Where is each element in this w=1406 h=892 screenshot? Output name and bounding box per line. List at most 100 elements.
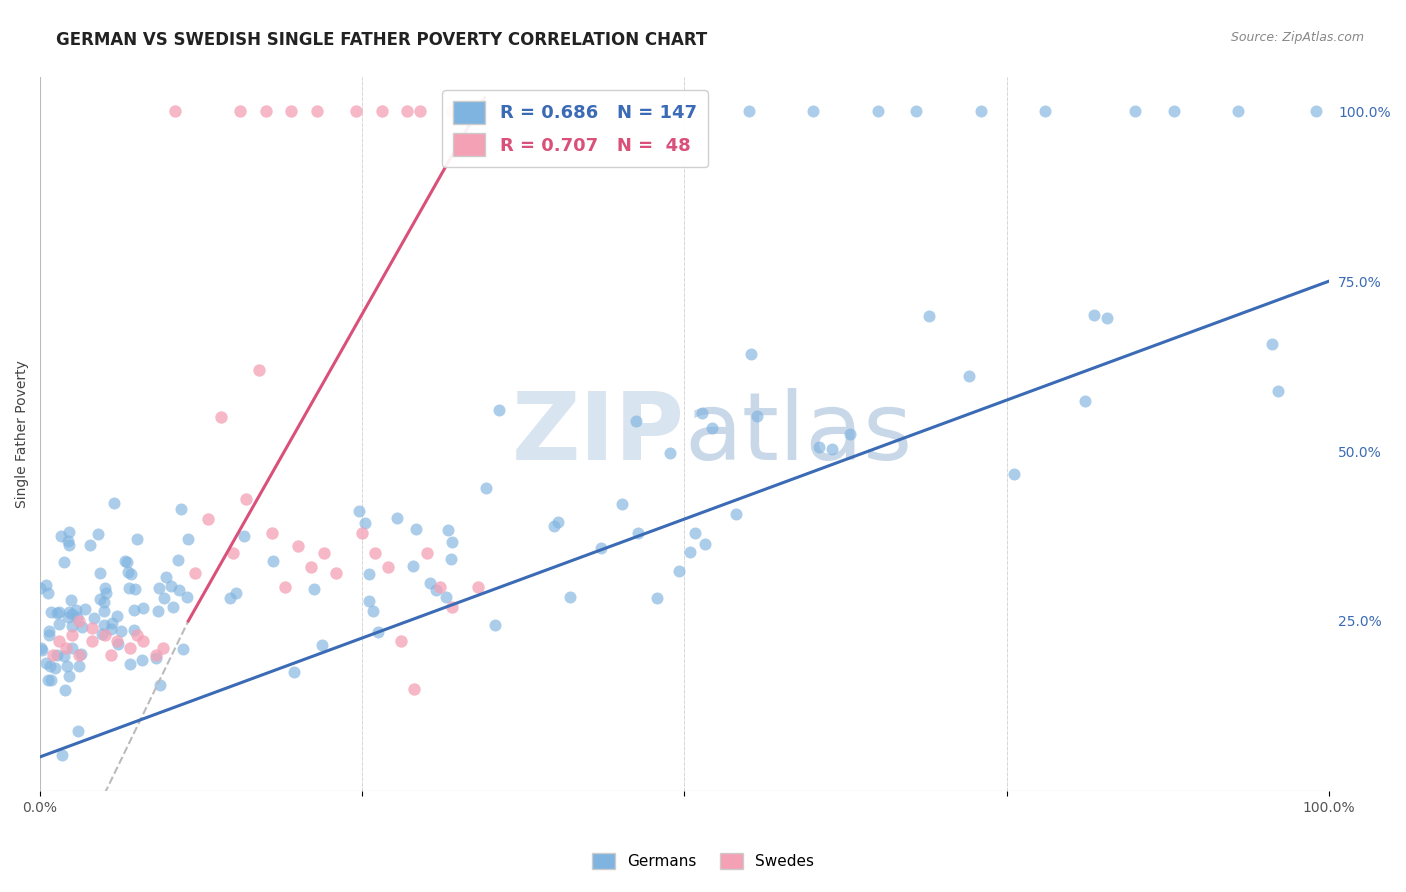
Point	[42, 648, 65, 662]
Point	[821, 442, 844, 457]
Point	[70, 619, 93, 633]
Point	[30, 581, 52, 595]
Point	[222, 546, 245, 560]
Point	[747, 409, 769, 423]
Point	[93, 595, 115, 609]
Point	[353, 516, 375, 530]
Point	[679, 544, 702, 558]
Point	[39, 659, 62, 673]
Point	[60, 592, 83, 607]
Point	[60, 627, 83, 641]
Point	[1125, 104, 1147, 119]
Point	[45, 607, 67, 621]
Point	[396, 104, 419, 119]
Point	[209, 410, 232, 425]
Point	[307, 104, 329, 119]
Point	[225, 586, 247, 600]
Point	[229, 104, 252, 119]
Point	[46, 648, 69, 663]
Point	[658, 446, 681, 460]
Point	[176, 532, 198, 546]
Point	[184, 566, 207, 581]
Point	[808, 440, 831, 454]
Point	[122, 602, 145, 616]
Point	[683, 525, 706, 540]
Point	[120, 657, 142, 671]
Point	[695, 536, 717, 550]
Point	[235, 491, 257, 506]
Point	[738, 104, 761, 119]
Point	[429, 580, 451, 594]
Point	[124, 582, 146, 596]
Point	[51, 528, 73, 542]
Point	[589, 541, 612, 556]
Point	[75, 602, 97, 616]
Point	[60, 619, 83, 633]
Point	[39, 673, 62, 687]
Point	[30, 641, 52, 656]
Point	[51, 747, 73, 762]
Point	[610, 497, 633, 511]
Point	[132, 634, 155, 648]
Point	[357, 593, 380, 607]
Point	[172, 642, 194, 657]
Point	[702, 421, 724, 435]
Point	[405, 522, 427, 536]
Point	[488, 402, 510, 417]
Point	[165, 104, 187, 119]
Point	[107, 634, 129, 648]
Point	[56, 610, 79, 624]
Point	[114, 553, 136, 567]
Point	[34, 656, 56, 670]
Point	[957, 369, 980, 384]
Point	[467, 580, 489, 594]
Point	[149, 678, 172, 692]
Point	[287, 539, 309, 553]
Point	[364, 546, 387, 560]
Point	[299, 559, 322, 574]
Point	[145, 650, 167, 665]
Text: ZIP: ZIP	[512, 388, 685, 480]
Point	[377, 559, 399, 574]
Point	[409, 104, 432, 119]
Point	[247, 362, 270, 376]
Point	[627, 526, 650, 541]
Point	[145, 648, 167, 662]
Legend: R = 0.686   N = 147, R = 0.707   N =  48: R = 0.686 N = 147, R = 0.707 N = 48	[441, 90, 707, 167]
Point	[484, 618, 506, 632]
Point	[94, 581, 117, 595]
Point	[148, 581, 170, 595]
Point	[219, 591, 242, 606]
Point	[107, 637, 129, 651]
Point	[176, 591, 198, 605]
Point	[162, 600, 184, 615]
Point	[344, 104, 367, 119]
Point	[80, 621, 103, 635]
Point	[58, 525, 80, 540]
Point	[357, 566, 380, 581]
Point	[37, 586, 59, 600]
Point	[118, 581, 141, 595]
Point	[131, 652, 153, 666]
Point	[160, 579, 183, 593]
Point	[1083, 308, 1105, 322]
Point	[120, 641, 142, 656]
Point	[60, 607, 83, 622]
Point	[254, 104, 277, 119]
Point	[312, 546, 335, 560]
Point	[146, 604, 169, 618]
Point	[125, 627, 148, 641]
Point	[1163, 104, 1185, 119]
Point	[58, 669, 80, 683]
Point	[117, 566, 139, 580]
Point	[387, 511, 409, 525]
Point	[38, 628, 60, 642]
Point	[280, 104, 302, 119]
Point	[152, 641, 174, 656]
Point	[1267, 384, 1289, 398]
Point	[105, 608, 128, 623]
Point	[311, 638, 333, 652]
Point	[1033, 104, 1056, 119]
Point	[65, 603, 87, 617]
Point	[66, 723, 89, 738]
